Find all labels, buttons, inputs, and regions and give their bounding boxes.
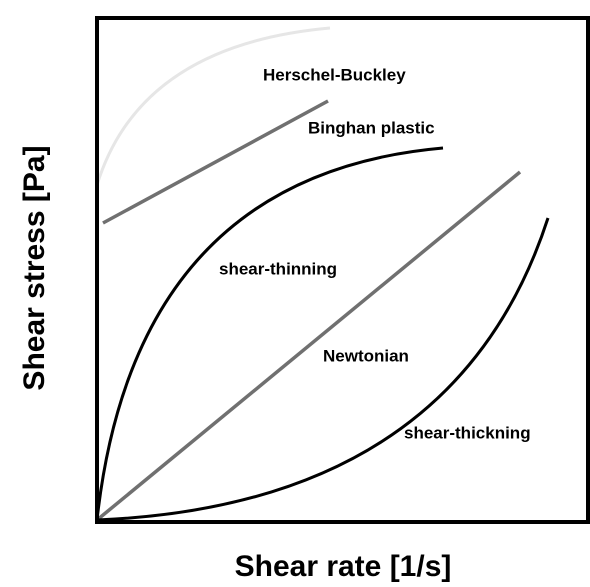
curve-label: Newtonian [323,346,409,365]
curve-label: Binghan plastic [308,118,435,137]
curve-label: shear-thinning [219,259,337,278]
shear-thinning-curve [95,146,444,521]
curve-label: shear-thickning [404,423,531,442]
x-axis-label: Shear rate [1/s] [235,550,452,583]
curve-label: Herschel-Buckley [263,65,406,84]
newtonian-line [95,170,522,522]
bingham-line [102,99,329,225]
y-axis-label: Shear stress [Pa] [18,145,51,390]
shear-thickening-curve [96,217,550,522]
herschel-buckley-curve [95,26,331,186]
plot-frame [95,16,590,524]
